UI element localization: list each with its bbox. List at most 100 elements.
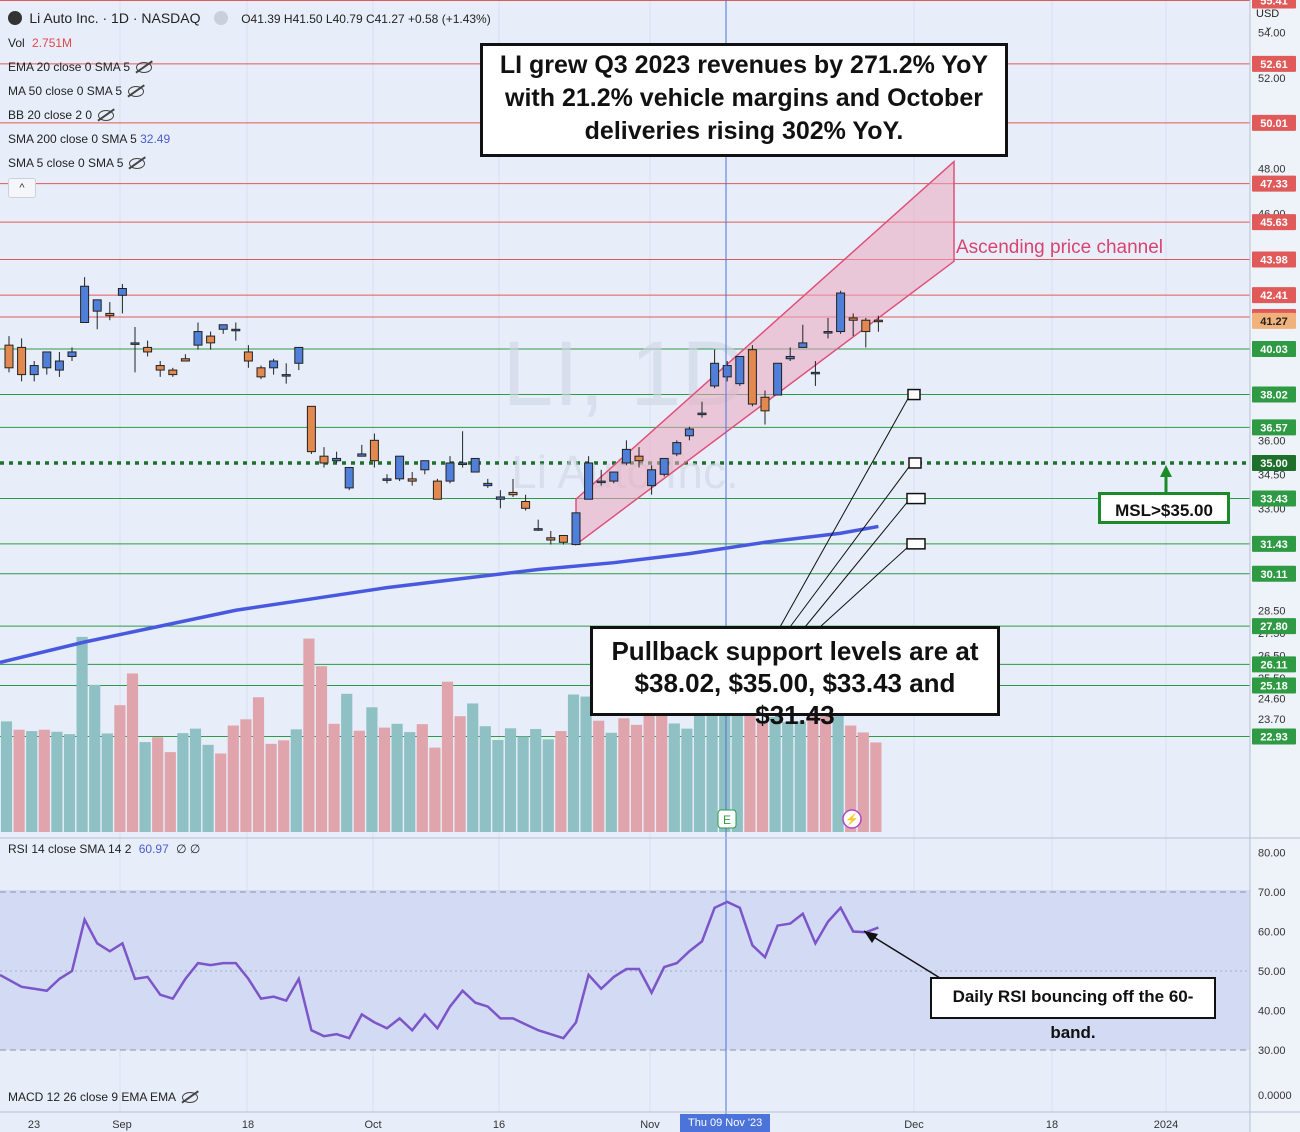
candle-body [243,351,253,362]
price-level-tags: 55.4152.6150.0147.3345.6343.9842.4141.44… [1252,0,1296,745]
volume-bar [89,684,101,832]
currency-selector[interactable]: USD ⌄ [1256,8,1294,33]
volume-bars [0,636,882,832]
support-tag: 26.11 [1261,659,1288,671]
earnings-icon[interactable] [717,809,737,829]
indicator-label: SMA 200 close 0 SMA 5 [8,132,137,146]
rsi-legend: RSI 14 close SMA 14 2 60.97 ∅ ∅ [8,842,200,856]
resistance-tag-bg [1252,251,1296,268]
rsi-tick: 0.0000 [1258,1090,1292,1102]
time-tick: 2024 [1154,1119,1178,1131]
volume-bar [580,696,592,832]
volume-bar [63,734,76,832]
indicator-ema20[interactable]: EMA 20 close 0 SMA 5 [8,60,153,74]
support-tag-bg [1252,454,1296,471]
resistance-tag-bg [1252,0,1296,9]
volume-bar [441,681,454,832]
candle-body [281,374,291,377]
support-tag-bg [1252,618,1296,635]
rsi-tick: 50.00 [1258,966,1286,978]
time-tick: Dec [904,1119,924,1131]
rsi-tick: 70.00 [1258,887,1286,899]
eye-off-icon[interactable] [182,1092,199,1104]
volume-bar [126,673,139,832]
support-tag: 30.11 [1261,569,1288,581]
resistance-tag-bg [1252,55,1296,72]
candle-body [29,365,39,376]
time-tick: 16 [493,1119,505,1131]
dividend-icon[interactable] [842,809,862,829]
indicator-label: MA 50 close 0 SMA 5 [8,84,123,98]
eye-off-icon[interactable] [128,86,145,98]
time-tick: 18 [242,1119,254,1131]
volume-bar [693,699,706,832]
volume-bar [756,721,769,832]
minus-icon[interactable] [213,11,228,25]
headline-callout: LI grew Q3 2023 revenues by 271.2% YoY w… [480,43,1008,157]
candle-body [458,462,468,465]
msl-arrow-head [1160,465,1172,477]
volume-bar [782,722,794,832]
time-tick: 23 [28,1119,40,1131]
volume-bar [177,733,189,832]
candle-body [836,292,846,333]
candle-body [306,405,316,453]
collapse-indicators-button[interactable]: ^ [8,178,36,198]
candle-body [571,512,581,546]
candle-body [647,469,657,487]
candle-body [42,351,52,369]
pointer-box [907,388,921,401]
volume-bar [0,721,13,832]
candle-body [130,342,140,345]
volume-bar [227,725,239,832]
indicator-bb20[interactable]: BB 20 close 2 0 [8,108,115,122]
candle-body [54,360,64,371]
candle-body [231,328,241,332]
vol-label: Vol [8,36,25,50]
indicator-sma5[interactable]: SMA 5 close 0 SMA 5 [8,156,146,170]
candle-body [621,448,631,464]
volume-bar [378,727,391,832]
volume-legend: Vol 2.751M [8,36,72,50]
candle-body [369,439,379,462]
eye-off-icon[interactable] [98,110,115,122]
pointer-line [789,466,910,628]
indicator-sma200[interactable]: SMA 200 close 0 SMA 5 32.49 [8,132,170,146]
candle-body [117,287,127,296]
resistance-tag: 50.01 [1260,118,1288,130]
eye-off-icon[interactable] [136,62,153,74]
price-tick: 52.00 [1258,73,1286,85]
rsi-tick: 40.00 [1258,1006,1286,1018]
candle-body [798,342,808,348]
support-tag: 35.00 [1260,458,1288,470]
candle-body [67,351,77,357]
price-tick: 54.00 [1258,27,1286,39]
macd-legend[interactable]: MACD 12 26 close 9 EMA EMA [8,1090,199,1104]
volume-bar [819,688,832,832]
rsi-value: 60.97 [138,842,169,856]
volume-bar [630,724,643,832]
volume-bar [76,636,88,832]
volume-bar [769,716,781,832]
indicator-ma50[interactable]: MA 50 close 0 SMA 5 [8,84,145,98]
resistance-tag: 43.98 [1260,254,1288,266]
symbol-title[interactable]: Li Auto Inc. · 1D · NASDAQ [29,10,201,26]
volume-bar [656,699,668,832]
volume-bar [504,728,517,832]
eye-off-icon[interactable] [129,158,146,170]
volume-bar [605,732,617,832]
volume-bar [467,703,479,832]
candle-body [168,369,178,376]
crosshair-date-label: Thu 09 Nov '23 [680,1114,771,1132]
volume-bar [404,732,416,832]
volume-bar [215,753,227,832]
candle-body [747,349,757,405]
support-tag: 36.57 [1260,422,1288,434]
volume-bar [429,747,441,832]
rsi-tick: 30.00 [1258,1045,1286,1057]
support-tag: 31.43 [1260,539,1288,551]
indicator-label: EMA 20 close 0 SMA 5 [8,60,131,74]
last-price-tag-bg [1252,312,1296,329]
candle-body [810,371,820,375]
